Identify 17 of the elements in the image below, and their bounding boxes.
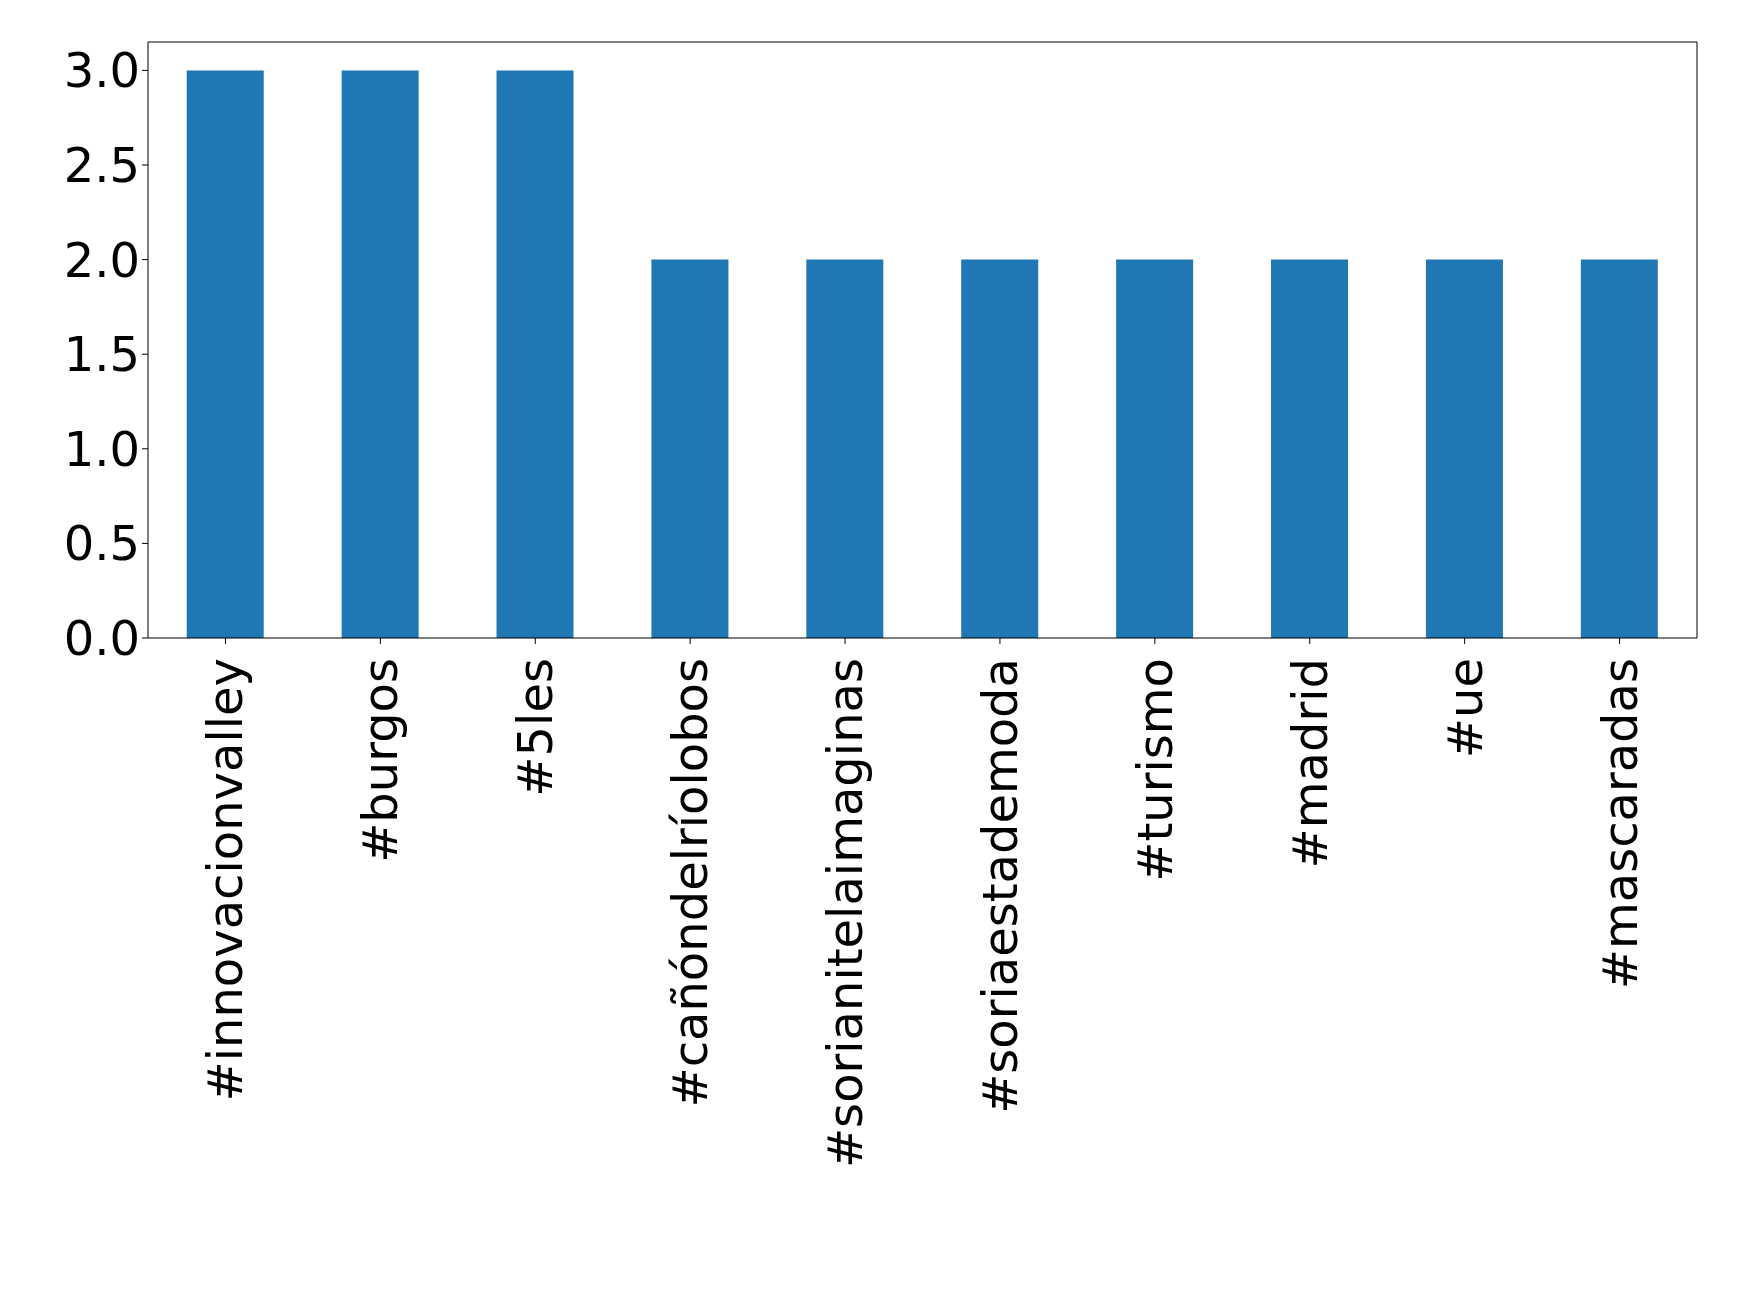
x-tick-label: #turismo — [1126, 658, 1183, 882]
x-tick-label: #5les — [507, 658, 564, 797]
x-tick-label: #burgos — [352, 658, 409, 863]
y-tick-label: 0.0 — [63, 610, 140, 667]
x-tick-label: #innovacionvalley — [197, 658, 254, 1102]
x-tick-label: #soriaestademoda — [971, 658, 1028, 1114]
x-tick-label: #sorianitelaimaginas — [817, 658, 874, 1169]
y-tick-label: 3.0 — [63, 42, 140, 99]
y-tick-label: 1.5 — [63, 326, 140, 383]
y-tick-label: 1.0 — [63, 420, 140, 477]
x-tick-label: #madrid — [1281, 658, 1338, 869]
y-tick-label: 0.5 — [63, 515, 140, 572]
x-tick-label: #ue — [1436, 658, 1493, 759]
y-tick-label: 2.0 — [63, 231, 140, 288]
y-tick-label: 2.5 — [63, 137, 140, 194]
x-tick-label: #mascaradas — [1591, 658, 1648, 990]
x-tick-label: #cañóndelríolobos — [662, 658, 719, 1108]
